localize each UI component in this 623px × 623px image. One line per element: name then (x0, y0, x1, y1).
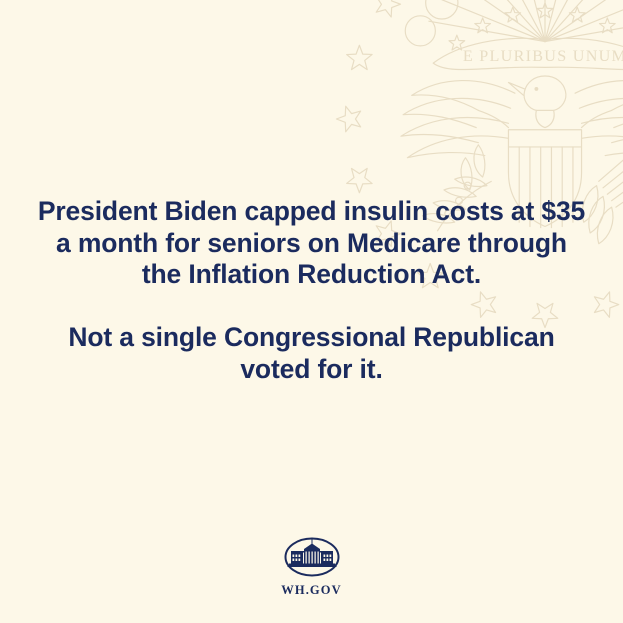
message-paragraph-2: Not a single Congressional Republican vo… (68, 322, 555, 384)
wh-gov-logo: WH.GOV (0, 536, 623, 597)
message-paragraph-1: President Biden capped insulin costs at … (37, 196, 586, 289)
white-house-oval-icon (282, 536, 342, 578)
message-block: President Biden capped insulin costs at … (37, 196, 586, 384)
wh-gov-wordmark: WH.GOV (281, 583, 342, 597)
